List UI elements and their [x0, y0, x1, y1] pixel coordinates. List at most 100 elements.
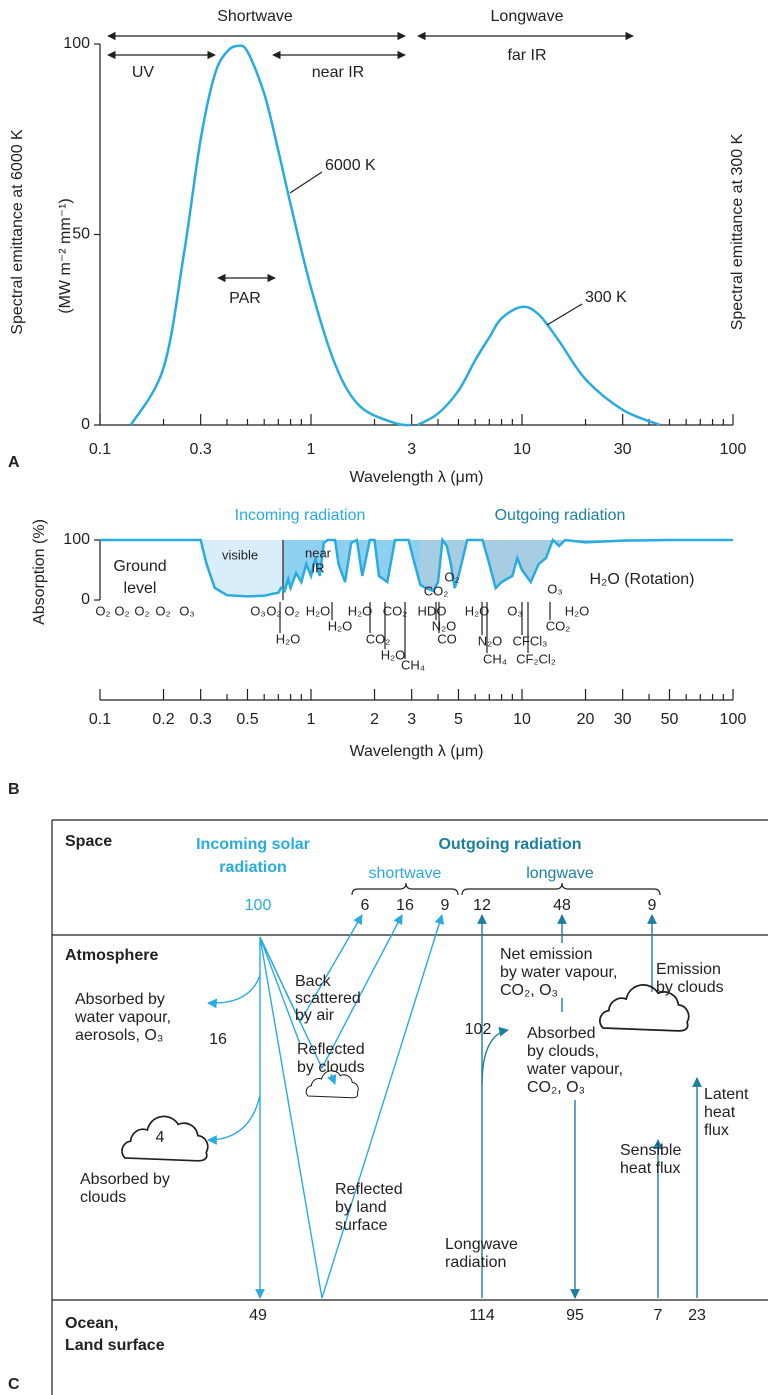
x-tick-label: 30 [614, 441, 632, 458]
absorber-label: O₃ [179, 603, 194, 618]
absorber-label: O₂ [155, 603, 170, 618]
arrow [259, 914, 445, 1299]
label: 7 [654, 1307, 663, 1324]
label: Incoming solar [196, 836, 310, 853]
absorber-label: H₂O [465, 603, 490, 618]
label: 100 [245, 897, 272, 914]
absorber-label: CO₂ [383, 603, 408, 618]
curve [129, 44, 412, 427]
label: Outgoing radiation [495, 507, 626, 524]
label: 102 [465, 1021, 492, 1038]
label: 9 [648, 897, 657, 914]
panel-label: A [8, 454, 20, 471]
absorber-label: CH₄ [483, 651, 507, 666]
label: surface [335, 1217, 388, 1234]
label: 6 [361, 897, 370, 914]
absorber-label: O₂ [266, 603, 281, 618]
label: scattered [295, 990, 361, 1007]
absorber-label: HDO [418, 603, 447, 618]
label: clouds [80, 1189, 126, 1206]
absorber-label: O₃ [547, 581, 562, 596]
label: water vapour, [526, 1061, 623, 1078]
x-tick-label: 30 [614, 711, 632, 728]
brace [351, 882, 459, 896]
y-axis-label: (MW m⁻² mm⁻¹) [57, 198, 74, 314]
x-tick-label: 0.1 [89, 441, 111, 458]
arrow [259, 936, 301, 1045]
label: 49 [249, 1307, 267, 1324]
absorber-label: O₃ [507, 603, 522, 618]
x-tick-label: 1 [307, 711, 316, 728]
label: near IR [312, 64, 364, 81]
absorber-label: H₂O [276, 631, 301, 646]
label: H₂O (Rotation) [590, 571, 695, 588]
y-tick-label: 0 [81, 591, 90, 608]
label: longwave [526, 865, 594, 882]
label: Absorbed [527, 1025, 596, 1042]
label: Ocean, [65, 1315, 118, 1332]
x-tick-label: 10 [513, 441, 531, 458]
series-label: 6000 K [325, 157, 376, 174]
label: 114 [469, 1307, 495, 1324]
absorber-label: CO [437, 631, 457, 646]
label: Net emission [500, 946, 592, 963]
x-tick-label: 20 [577, 711, 595, 728]
y-axis-label: Spectral emittance at 6000 K [9, 129, 26, 335]
label: CO₂, O₃ [500, 982, 558, 999]
arrow [207, 1094, 261, 1145]
y-tick-label: 0 [81, 416, 90, 433]
absorber-label: H₂O [328, 618, 353, 633]
absorber-label: H₂O [306, 603, 331, 618]
label: by land [335, 1199, 387, 1216]
x-tick-label: 5 [454, 711, 463, 728]
label: Reflected [297, 1041, 365, 1058]
label: 16 [396, 897, 414, 914]
absorber-label: CO₂ [546, 618, 571, 633]
label: 4 [156, 1129, 165, 1146]
absorber-label: O₂ [114, 603, 129, 618]
y-tick-label: 100 [63, 531, 90, 548]
label: water vapour, [74, 1009, 171, 1026]
label: Emission [656, 961, 721, 978]
label: Longwave [445, 1236, 518, 1253]
label: Absorbed by [80, 1171, 170, 1188]
label: by water vapour, [500, 964, 617, 981]
cloud [599, 984, 690, 1032]
label: by clouds [297, 1059, 365, 1076]
label: heat [704, 1104, 736, 1121]
label: Longwave [491, 8, 564, 25]
y-tick-label: 100 [63, 35, 90, 52]
arrow [259, 914, 403, 1070]
label: by air [295, 1007, 335, 1024]
absorber-label: H₂O [348, 603, 373, 618]
x-tick-label: 100 [720, 711, 747, 728]
x-tick-label: 100 [720, 441, 747, 458]
x-axis-label: Wavelength λ (μm) [350, 743, 484, 760]
label: heat flux [620, 1160, 680, 1177]
label: flux [704, 1122, 729, 1139]
label: 48 [553, 897, 571, 914]
label: Space [65, 833, 112, 850]
label: Back [295, 973, 332, 990]
brace [461, 882, 661, 896]
absorber-label: H₂O [565, 603, 590, 618]
label: radiation [445, 1254, 506, 1271]
x-tick-label: 10 [513, 711, 531, 728]
cloud [121, 1115, 209, 1162]
absorber-label: N₂O [478, 633, 503, 648]
zone-lines [51, 819, 768, 1395]
label: 12 [473, 897, 491, 914]
label: Latent [704, 1086, 749, 1103]
absorber-label: CO₂ [424, 583, 449, 598]
absorption-area [420, 540, 733, 591]
panel-label: B [8, 781, 20, 798]
absorber-label: O₂ [444, 569, 459, 584]
absorber-label: N₂O [432, 618, 457, 633]
label: 16 [209, 1031, 227, 1048]
label: Sensible [620, 1142, 681, 1159]
x-tick-label: 0.1 [89, 711, 111, 728]
x-tick-label: 0.5 [236, 711, 258, 728]
energy-balance-diagram [51, 819, 768, 1395]
label: Ground [113, 558, 166, 575]
